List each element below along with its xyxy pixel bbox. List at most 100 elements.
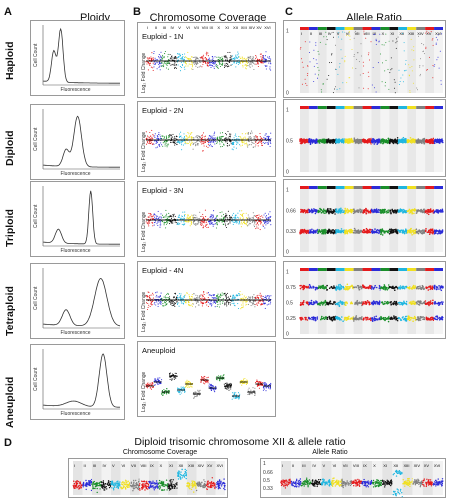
chromosome-color-bar	[389, 106, 398, 109]
ploidy-label-triploid: Triploid	[4, 209, 16, 247]
chromosome-label: IX	[210, 25, 214, 30]
chromosome-color-bar	[327, 27, 336, 30]
chromosome-color-bar	[389, 268, 398, 271]
chromosome-label: XIV	[198, 463, 205, 468]
chromosome-color-bar	[354, 268, 363, 271]
chromosome-dots	[208, 56, 217, 69]
chromosome-label: II	[155, 25, 157, 30]
chromosome-dots	[154, 292, 162, 307]
chromosome-dots	[224, 382, 232, 390]
chromosome-color-bar	[345, 268, 354, 271]
chromosome-band	[354, 186, 363, 252]
chromosome-band	[407, 27, 416, 93]
chromosome-label: IX	[150, 463, 154, 468]
chromosome-label: XIV	[249, 25, 256, 30]
chromosome-label: VI	[186, 25, 190, 30]
chromosome-dots	[224, 211, 233, 228]
fluorescence-label: Fluorescence	[61, 411, 91, 417]
chromosome-band	[372, 186, 381, 252]
fluorescence-label: Fluorescence	[61, 171, 91, 177]
chromosome-color-bar	[398, 106, 407, 109]
fluorescence-label: Fluorescence	[61, 87, 91, 93]
chromosome-label: XVI	[264, 25, 270, 30]
coverage-panel-title: Aneuploid	[141, 346, 176, 355]
chromosome-label: XIII	[408, 31, 414, 36]
chromosome-color-bar	[318, 268, 327, 271]
chromosome-color-bar	[380, 186, 389, 189]
chromosome-color-bar	[309, 186, 318, 189]
chromosome-label: XV	[424, 463, 430, 468]
chromosome-color-bar	[398, 27, 407, 30]
chromosome-color-bar	[372, 106, 381, 109]
chromosome-color-bar	[389, 27, 398, 30]
chromosome-color-bar	[363, 186, 372, 189]
chromosome-color-bar	[416, 186, 425, 189]
allele-tick-label: 1	[286, 270, 289, 276]
chromosome-dots	[232, 52, 241, 68]
coverage-panel-title: Euploid - 3N	[141, 186, 184, 195]
chromosome-color-bar	[434, 27, 443, 30]
coverage-panel-title: Euploid - 2N	[141, 106, 184, 115]
chromosome-band	[318, 186, 327, 252]
chromosome-color-bar	[389, 186, 398, 189]
chromosome-dots	[255, 214, 264, 230]
chromosome-label: VIII	[141, 463, 147, 468]
chromosome-dots	[200, 291, 209, 307]
chromosome-dots	[169, 373, 178, 381]
chromosome-dots	[169, 214, 178, 225]
chromosome-label: IX	[363, 463, 367, 468]
chromosome-color-bar	[434, 106, 443, 109]
chromosome-dots	[185, 132, 193, 146]
chromosome-label: VII	[194, 25, 199, 30]
chromosome-label: XI	[225, 25, 229, 30]
chromosome-label: X	[160, 463, 163, 468]
ploidy-histogram	[31, 21, 124, 95]
chromosome-color-bar	[380, 268, 389, 271]
chromosome-label: VIII	[353, 463, 359, 468]
chromosome-color-bar	[327, 186, 336, 189]
ploidy-histogram	[31, 264, 124, 338]
ploidy-label-haploid: Haploid	[4, 42, 16, 81]
chromosome-dots	[224, 131, 232, 147]
chromosome-color-bar	[372, 268, 381, 271]
chromosome-label: VIII	[202, 25, 208, 30]
chromosome-band	[318, 27, 327, 93]
panel-letter-d: D	[4, 437, 12, 449]
panel-d-tick-label: 0.5	[263, 478, 270, 484]
allele-ratio-plot: 10.750.50.250	[284, 262, 445, 338]
ploidy-label-diploid: Diploid	[4, 130, 16, 166]
chromosome-color-bar	[336, 268, 345, 271]
chromosome-color-bar	[425, 186, 434, 189]
histogram-curve	[43, 354, 120, 407]
chromosome-label: X	[373, 463, 376, 468]
log2-fold-change-label: Log₂ Fold Change	[141, 212, 147, 252]
chromosome-band	[300, 27, 309, 93]
allele-tick-label: 1	[286, 29, 289, 35]
chromosome-band	[345, 27, 354, 93]
panel-d-tick-label: 1	[263, 461, 266, 467]
chromosome-label: XV	[256, 25, 262, 30]
fluorescence-label: Fluorescence	[61, 330, 91, 336]
chromosome-color-bar	[398, 186, 407, 189]
chromosome-dots	[177, 212, 186, 226]
coverage-panel-title: Euploid - 4N	[141, 266, 184, 275]
chromosome-dots	[263, 295, 272, 309]
chromosome-dots	[161, 51, 170, 70]
chromosome-color-bar	[425, 27, 434, 30]
allele-tick-label: 1	[286, 188, 289, 194]
chromosome-dots	[255, 54, 264, 68]
chromosome-dots	[255, 293, 264, 306]
chromosome-color-bar	[407, 27, 416, 30]
chromosome-label: II	[84, 463, 86, 468]
chromosome-color-bar	[336, 27, 345, 30]
chromosome-color-bar	[354, 27, 363, 30]
chromosome-color-bar	[416, 27, 425, 30]
chromosome-color-bar	[363, 27, 372, 30]
